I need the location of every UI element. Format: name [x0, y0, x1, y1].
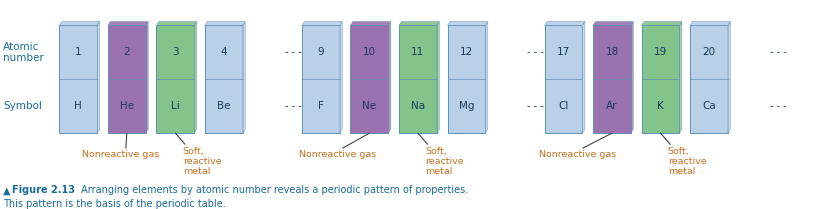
Polygon shape — [399, 22, 440, 25]
Bar — [544, 25, 583, 133]
Text: Na: Na — [411, 101, 425, 111]
Text: Ne: Ne — [362, 101, 376, 111]
Bar — [59, 25, 97, 133]
Polygon shape — [205, 22, 245, 25]
Text: - - -: - - - — [284, 47, 302, 57]
Polygon shape — [690, 22, 730, 25]
Text: - - -: - - - — [770, 47, 786, 57]
Text: Ca: Ca — [702, 101, 715, 111]
Text: - - -: - - - — [284, 101, 302, 111]
Text: 20: 20 — [702, 47, 715, 57]
Text: Cl: Cl — [558, 101, 568, 111]
Polygon shape — [59, 22, 100, 25]
Text: Soft,
reactive
metal: Soft, reactive metal — [183, 147, 221, 176]
Text: 2: 2 — [124, 47, 130, 57]
Text: Be: Be — [217, 101, 231, 111]
Polygon shape — [243, 22, 245, 133]
Text: 11: 11 — [411, 47, 425, 57]
Text: K: K — [657, 101, 664, 111]
Text: Li: Li — [171, 101, 179, 111]
Text: 12: 12 — [460, 47, 473, 57]
Text: Mg: Mg — [459, 101, 475, 111]
Text: Atomic
number: Atomic number — [3, 42, 44, 63]
Polygon shape — [728, 22, 730, 133]
Text: 17: 17 — [557, 47, 570, 57]
Polygon shape — [388, 22, 391, 133]
Polygon shape — [485, 22, 488, 133]
Bar — [690, 25, 728, 133]
Polygon shape — [97, 22, 100, 133]
Text: - - -: - - - — [527, 101, 543, 111]
Text: Arranging elements by atomic number reveals a periodic pattern of properties.: Arranging elements by atomic number reve… — [78, 185, 469, 195]
Polygon shape — [156, 22, 197, 25]
Text: Ar: Ar — [607, 101, 617, 111]
Bar — [448, 25, 485, 133]
Text: Nonreactive gas: Nonreactive gas — [82, 150, 160, 159]
Polygon shape — [448, 22, 488, 25]
Polygon shape — [340, 22, 342, 133]
Polygon shape — [631, 22, 633, 133]
Bar — [156, 25, 194, 133]
Text: Soft,
reactive
metal: Soft, reactive metal — [425, 147, 464, 176]
Polygon shape — [108, 22, 148, 25]
Polygon shape — [583, 22, 585, 133]
Text: - - -: - - - — [770, 101, 786, 111]
Text: Nonreactive gas: Nonreactive gas — [299, 150, 376, 159]
Polygon shape — [680, 22, 682, 133]
Polygon shape — [351, 22, 391, 25]
Text: Nonreactive gas: Nonreactive gas — [539, 150, 617, 159]
Bar — [593, 25, 631, 133]
Polygon shape — [593, 22, 633, 25]
Text: Figure 2.13: Figure 2.13 — [12, 185, 75, 195]
Bar — [642, 25, 680, 133]
Text: 4: 4 — [220, 47, 227, 57]
Bar — [108, 25, 145, 133]
Polygon shape — [437, 22, 440, 133]
Text: 19: 19 — [654, 47, 667, 57]
Polygon shape — [544, 22, 585, 25]
Text: - - -: - - - — [527, 47, 543, 57]
Text: 9: 9 — [317, 47, 324, 57]
Text: Soft,
reactive
metal: Soft, reactive metal — [668, 147, 706, 176]
Bar — [205, 25, 243, 133]
Polygon shape — [302, 22, 342, 25]
Polygon shape — [642, 22, 682, 25]
Polygon shape — [194, 22, 197, 133]
Bar — [302, 25, 340, 133]
Text: 10: 10 — [363, 47, 376, 57]
Text: This pattern is the basis of the periodic table.: This pattern is the basis of the periodi… — [3, 199, 226, 209]
Text: H: H — [75, 101, 82, 111]
Text: ▲: ▲ — [3, 185, 14, 195]
Bar — [351, 25, 388, 133]
Text: 3: 3 — [172, 47, 179, 57]
Text: F: F — [318, 101, 324, 111]
Text: 1: 1 — [75, 47, 81, 57]
Text: 18: 18 — [605, 47, 618, 57]
Text: He: He — [120, 101, 134, 111]
Polygon shape — [145, 22, 148, 133]
Bar — [399, 25, 437, 133]
Text: Symbol: Symbol — [3, 101, 42, 111]
